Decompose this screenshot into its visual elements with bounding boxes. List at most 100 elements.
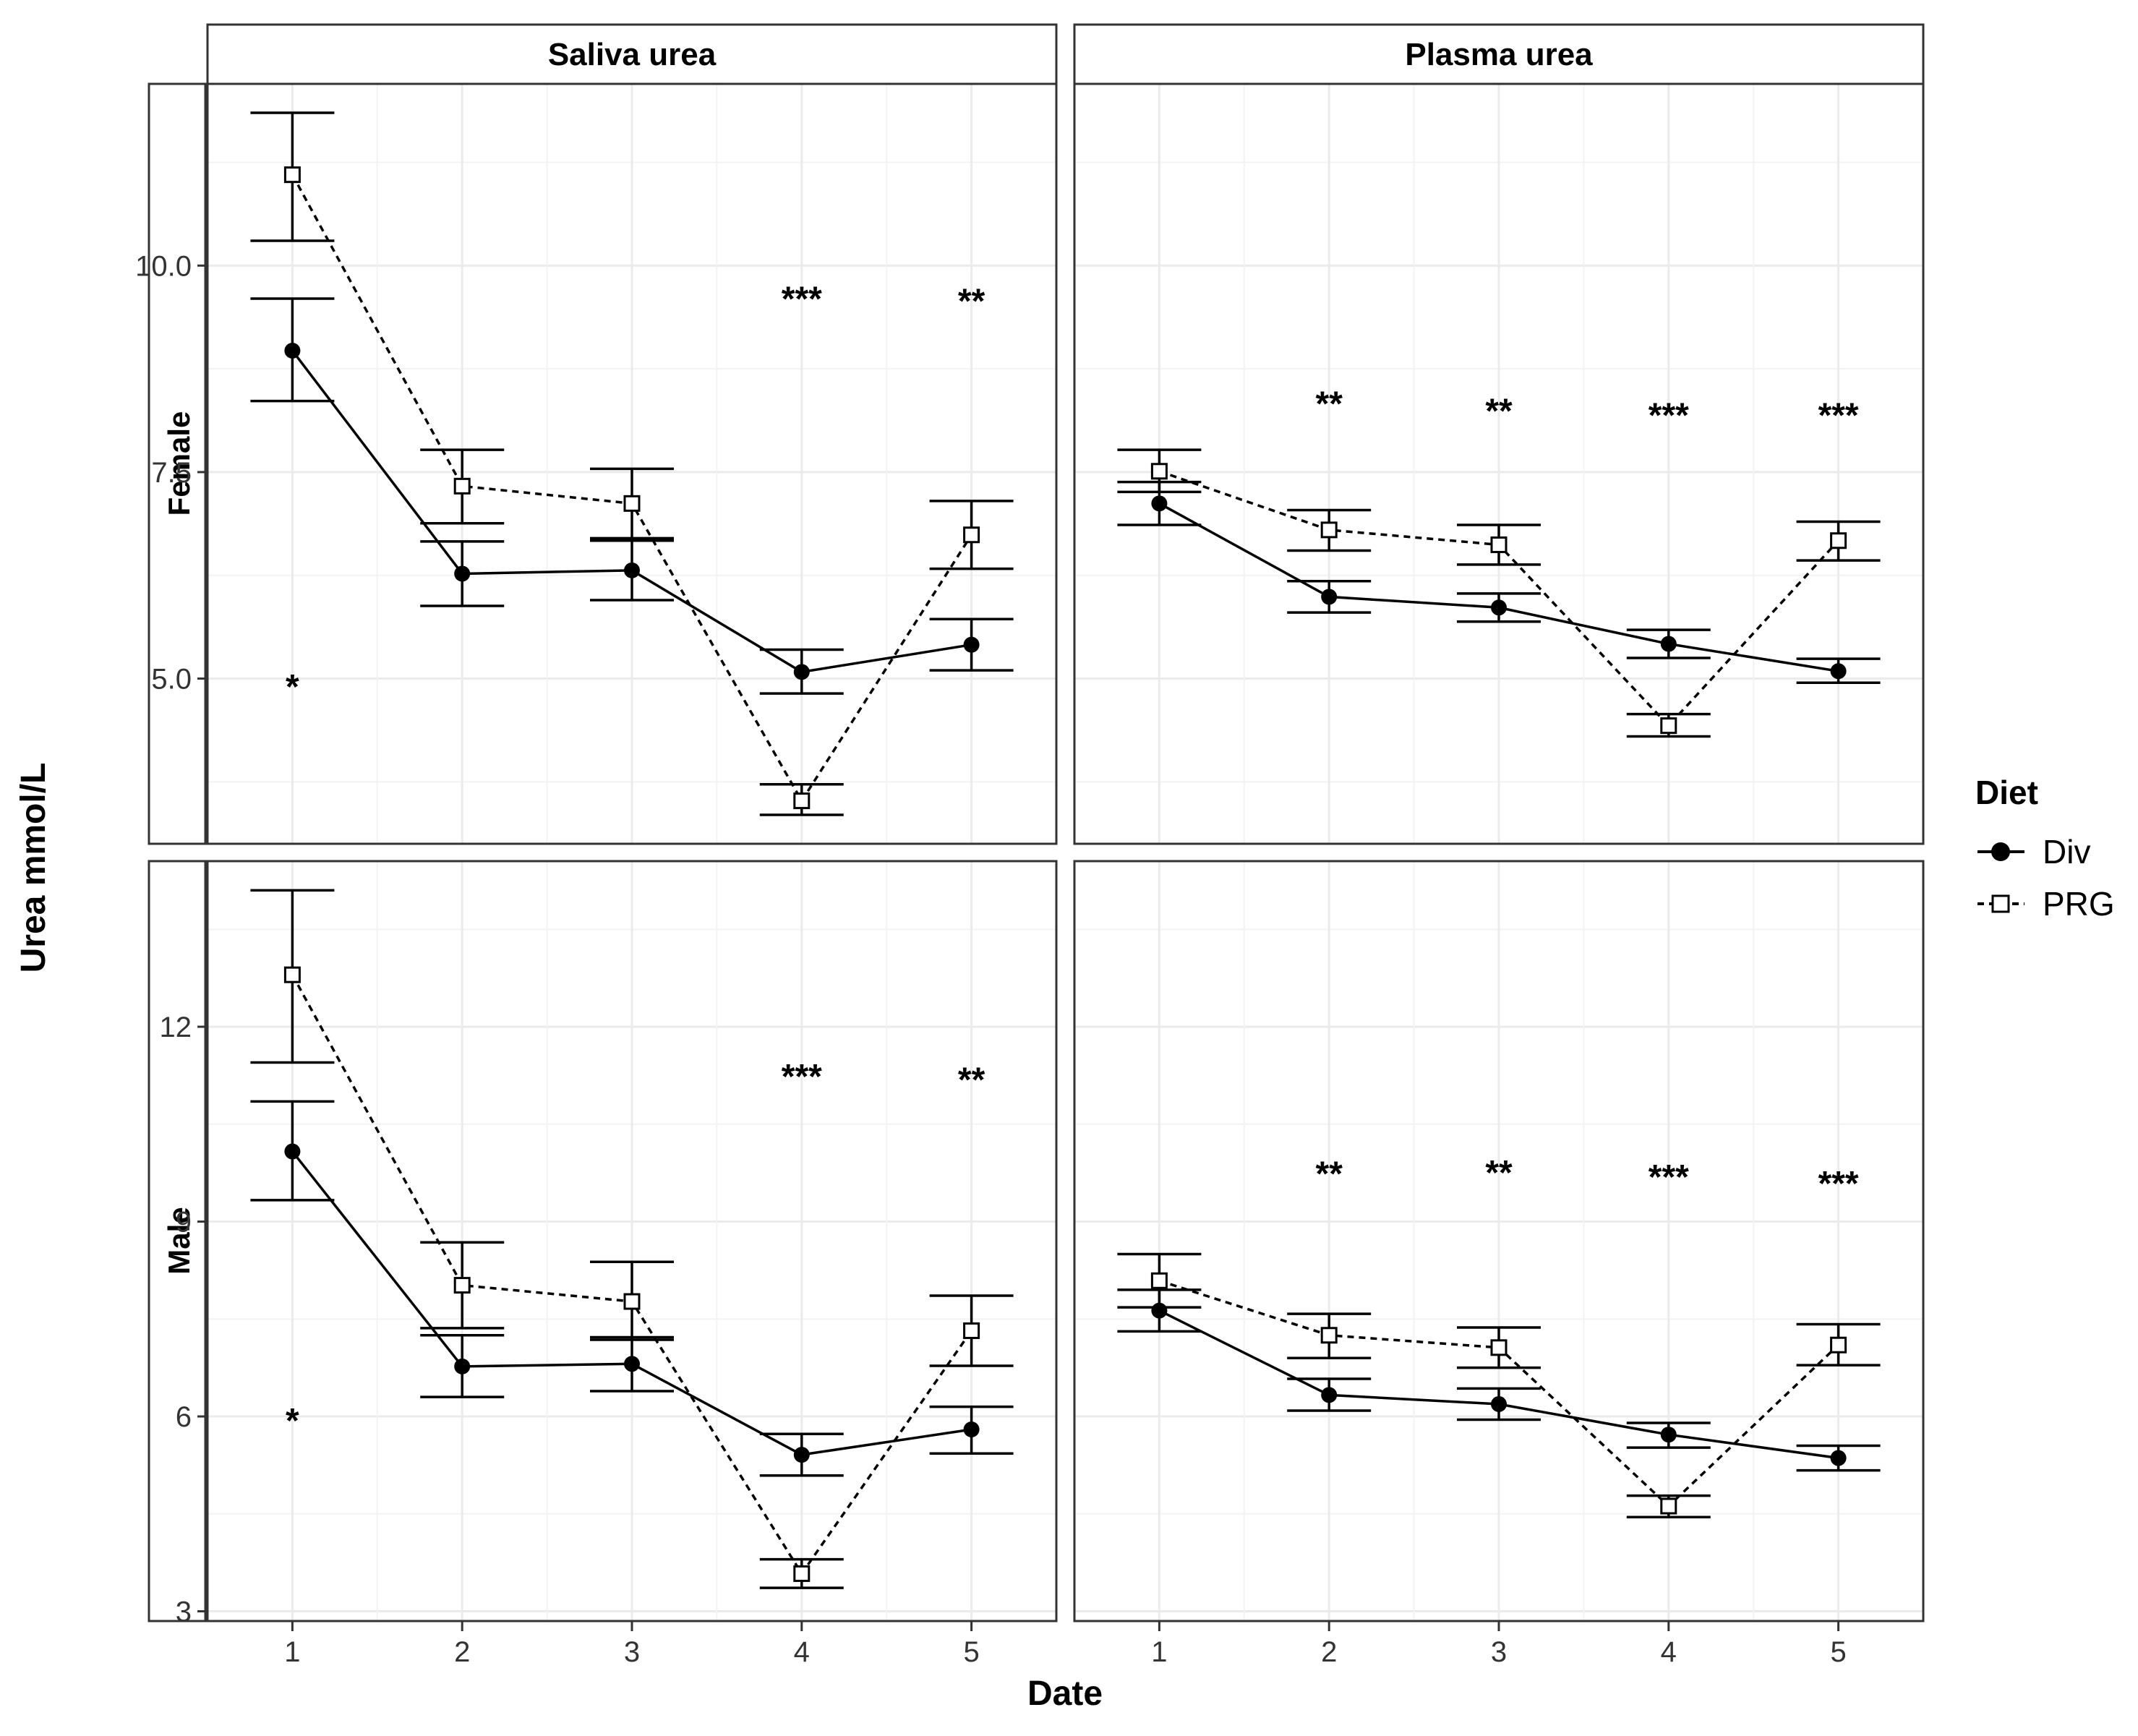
y-axis-title: Urea mmol/L	[14, 763, 53, 973]
x-tick-label: 3	[1491, 1636, 1507, 1668]
data-point-div	[1660, 1427, 1677, 1443]
strip-saliva-urea: Saliva urea	[206, 23, 1058, 85]
significance-label: ***	[1818, 1165, 1859, 1203]
significance-label: ***	[1818, 396, 1859, 435]
x-tick-label: 5	[1830, 1636, 1846, 1668]
x-tick-label: 2	[1321, 1636, 1337, 1668]
data-point-div	[963, 1421, 980, 1438]
gridlines	[208, 861, 1056, 1621]
series-div-male-saliva-urea	[250, 1100, 1014, 1477]
data-point-prg	[453, 1277, 471, 1294]
y-tick-label: 9	[176, 1207, 192, 1239]
significance-label: **	[958, 283, 985, 321]
data-point-div	[1830, 663, 1847, 680]
panel-border	[1073, 82, 1925, 845]
significance-label: *	[286, 668, 299, 706]
legend-label-div: Div	[2043, 833, 2090, 871]
data-point-prg	[283, 166, 301, 184]
series-div-female-plasma-urea	[1117, 480, 1881, 684]
series-prg-female-plasma-urea	[1117, 448, 1881, 738]
data-point-div	[454, 1358, 471, 1374]
data-point-prg	[793, 1565, 811, 1582]
strip-label-female: Female	[162, 411, 196, 516]
series-prg-male-saliva-urea	[250, 889, 1014, 1589]
data-point-div	[454, 565, 471, 582]
strip-label-male: Male	[162, 1207, 196, 1274]
y-tick-label: 3	[176, 1596, 192, 1628]
data-point-div	[793, 664, 810, 680]
y-tick-label: 6	[176, 1401, 192, 1433]
gridlines	[1074, 861, 1923, 1621]
data-point-div	[624, 1356, 640, 1372]
gridlines	[1074, 84, 1923, 844]
x-tick-label: 5	[963, 1636, 979, 1668]
series-div-male-plasma-urea	[1117, 1288, 1881, 1472]
data-point-prg	[1320, 1327, 1338, 1344]
data-point-prg	[963, 1322, 980, 1339]
series-div-female-saliva-urea	[250, 297, 1014, 695]
data-point-prg	[623, 1293, 641, 1310]
legend-item-prg: PRG	[1977, 885, 2115, 923]
strip-label-saliva-urea: Saliva urea	[548, 37, 717, 72]
strip-male: Male	[147, 860, 207, 1622]
data-point-prg	[1150, 1272, 1168, 1289]
data-point-prg	[283, 966, 301, 983]
data-point-prg	[1660, 1497, 1677, 1515]
data-point-div	[284, 342, 301, 359]
x-axis-title: Date	[1027, 1675, 1103, 1713]
data-point-div	[624, 562, 640, 578]
legend-label-prg: PRG	[2043, 885, 2115, 923]
legend-title: Diet	[1975, 774, 2038, 811]
y-tick-label: 5.0	[151, 664, 192, 696]
strip-label-plasma-urea: Plasma urea	[1405, 37, 1593, 72]
data-point-div	[1321, 1387, 1338, 1403]
significance-label: **	[958, 1061, 985, 1099]
x-tick-label: 4	[794, 1636, 810, 1668]
y-tick-label: 12	[160, 1012, 192, 1043]
significance-label: ***	[782, 1058, 822, 1096]
legend-item-div: Div	[1977, 833, 2090, 871]
data-point-prg	[1320, 521, 1338, 539]
significance-label: **	[1316, 1155, 1343, 1194]
y-axis-ticks: 5.0 7.5 10.0 3 6 9 12	[135, 250, 208, 1628]
x-tick-label: 1	[284, 1636, 300, 1668]
data-point-div	[1151, 495, 1168, 512]
strip-plasma-urea: Plasma urea	[1073, 23, 1925, 85]
data-point-div	[284, 1143, 301, 1160]
data-point-prg	[1830, 532, 1847, 550]
data-point-prg	[1490, 1339, 1508, 1356]
data-point-prg	[963, 526, 980, 544]
panel-male-plasma-urea: ** ** *** ***	[1073, 860, 1925, 1622]
series-prg-female-saliva-urea	[250, 111, 1014, 816]
x-axis-ticks: 1 2 3 4 5 1 2 3 4 5	[284, 1621, 1847, 1668]
y-tick-label: 10.0	[135, 250, 192, 282]
data-point-div	[793, 1447, 810, 1463]
data-point-prg	[623, 495, 641, 512]
data-point-prg	[453, 477, 471, 495]
panel-border	[206, 82, 1058, 845]
data-point-div	[1491, 599, 1507, 616]
data-point-prg	[1150, 463, 1168, 480]
series-prg-male-plasma-urea	[1117, 1252, 1881, 1519]
strip-female: Female	[147, 82, 207, 845]
data-point-div	[1321, 589, 1338, 605]
data-point-div	[1491, 1395, 1507, 1412]
significance-label: **	[1485, 393, 1513, 431]
data-point-div	[1830, 1450, 1847, 1466]
y-tick-label: 7.5	[151, 457, 192, 489]
data-point-prg	[1490, 536, 1508, 553]
x-tick-label: 2	[454, 1636, 470, 1668]
panel-female-saliva-urea: **** **	[206, 82, 1058, 845]
data-point-prg	[793, 792, 811, 810]
data-point-div	[1660, 636, 1677, 652]
data-point-prg	[1660, 717, 1677, 735]
legend: Diet Div PRG	[1975, 774, 2115, 923]
significance-label: ***	[782, 280, 822, 318]
significance-label: **	[1316, 385, 1343, 423]
legend-div-marker	[1991, 842, 2010, 861]
significance-label: **	[1485, 1154, 1513, 1192]
legend-prg-marker	[1991, 894, 2010, 913]
x-tick-label: 3	[624, 1636, 640, 1668]
panel-female-plasma-urea: ** ** *** ***	[1073, 82, 1925, 845]
